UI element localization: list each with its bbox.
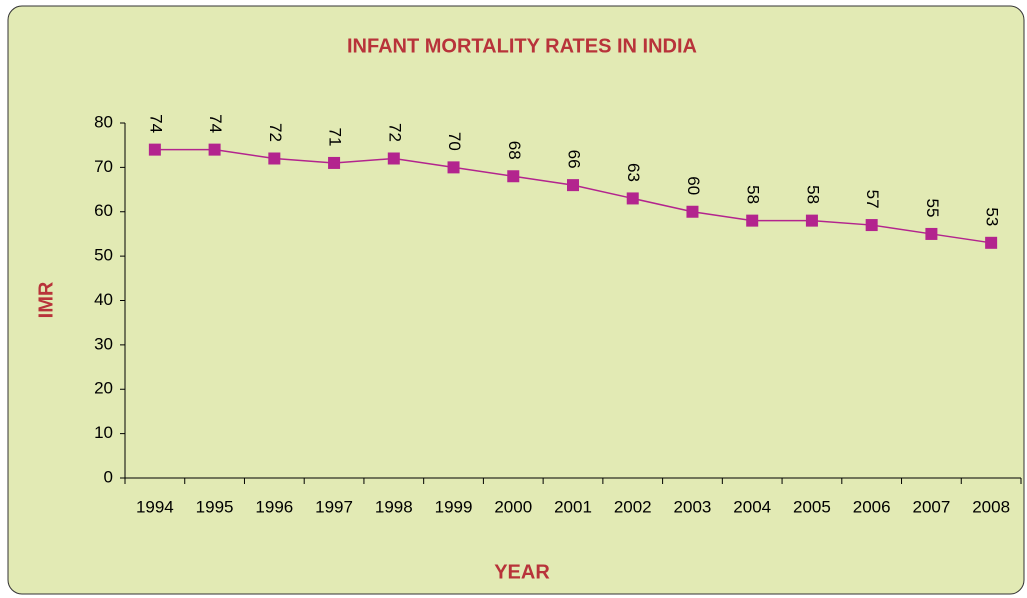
data-label: 58 [744, 185, 763, 204]
data-label: 66 [565, 150, 584, 169]
data-marker [268, 152, 281, 165]
x-tick-label: 2005 [793, 497, 831, 516]
y-tick-label: 0 [104, 467, 113, 486]
data-label: 72 [385, 123, 404, 142]
x-tick-label: 2003 [674, 497, 712, 516]
data-label: 71 [326, 127, 345, 146]
x-tick-label: 1998 [375, 497, 413, 516]
data-label: 63 [624, 163, 643, 182]
y-tick-label: 80 [94, 112, 113, 131]
x-tick-label: 2006 [853, 497, 891, 516]
data-label: 68 [505, 141, 524, 160]
y-axis-title: IMR [35, 281, 57, 318]
data-marker [805, 214, 818, 227]
x-axis-title: YEAR [494, 561, 550, 583]
y-tick-label: 10 [94, 423, 113, 442]
data-marker [925, 227, 938, 240]
x-tick-label: 2001 [554, 497, 592, 516]
data-marker [985, 236, 998, 249]
data-marker [387, 152, 400, 165]
data-marker [507, 170, 520, 183]
data-marker [746, 214, 759, 227]
data-label: 72 [266, 123, 285, 142]
x-tick-label: 2004 [733, 497, 771, 516]
x-tick-label: 1995 [196, 497, 234, 516]
x-tick-label: 1994 [136, 497, 174, 516]
data-label: 60 [684, 176, 703, 195]
chart-background [7, 5, 1025, 595]
data-label: 53 [983, 207, 1002, 226]
x-tick-label: 2002 [614, 497, 652, 516]
data-marker [567, 179, 579, 192]
x-tick-label: 1999 [435, 497, 473, 516]
data-label: 74 [146, 114, 165, 133]
x-tick-label: 2008 [972, 497, 1010, 516]
data-marker [865, 219, 878, 232]
chart-title: INFANT MORTALITY RATES IN INDIA [347, 35, 697, 57]
y-tick-label: 70 [94, 157, 113, 176]
y-tick-label: 30 [94, 334, 113, 353]
x-tick-label: 1996 [255, 497, 293, 516]
data-label: 70 [445, 132, 464, 151]
data-marker [328, 156, 341, 169]
y-tick-label: 20 [94, 379, 113, 398]
data-label: 58 [803, 185, 822, 204]
x-tick-label: 2007 [912, 497, 950, 516]
data-marker [208, 143, 221, 156]
x-tick-label: 2000 [494, 497, 532, 516]
data-label: 55 [923, 198, 942, 217]
data-marker [447, 161, 460, 174]
data-marker [626, 192, 639, 205]
data-label: 57 [863, 190, 882, 209]
y-tick-label: 40 [94, 290, 113, 309]
data-marker [686, 205, 699, 218]
y-tick-label: 60 [94, 201, 113, 220]
data-marker [148, 143, 161, 156]
y-tick-label: 50 [94, 246, 113, 265]
data-label: 74 [206, 114, 225, 133]
x-tick-label: 1997 [315, 497, 353, 516]
